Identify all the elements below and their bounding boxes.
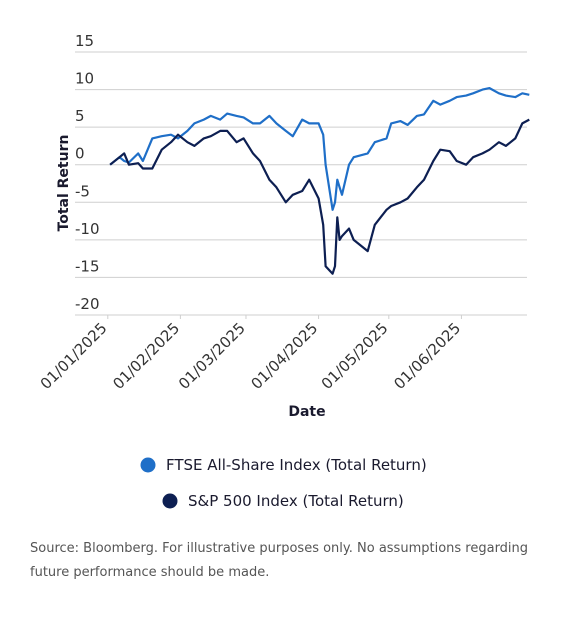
x-tick-label: 01/06/2025 bbox=[390, 319, 464, 393]
chart: Total Return Date -20 -15 -10 -5 0 5 10 15 01/01… bbox=[37, 32, 530, 510]
y-tick-label: 0 bbox=[75, 145, 85, 163]
x-tick-label: 01/03/2025 bbox=[175, 319, 249, 393]
y-tick-label: -15 bbox=[75, 257, 100, 275]
y-tick-label: -5 bbox=[75, 182, 90, 200]
series-line bbox=[109, 118, 530, 275]
legend-marker bbox=[162, 493, 178, 509]
x-tick-label: 01/04/2025 bbox=[248, 319, 322, 393]
y-tick-label: -10 bbox=[75, 220, 100, 238]
legend-label: FTSE All-Share Index (Total Return) bbox=[166, 456, 427, 474]
legend-label: S&P 500 Index (Total Return) bbox=[188, 492, 404, 510]
y-tick-label: -20 bbox=[75, 295, 100, 313]
y-axis-title: Total Return bbox=[56, 135, 72, 232]
source-note: Source: Bloomberg. For illustrative purp… bbox=[30, 541, 529, 580]
x-tick-label: 01/05/2025 bbox=[318, 319, 392, 393]
y-tick-label: 15 bbox=[75, 32, 94, 50]
x-tick-label: 01/01/2025 bbox=[37, 319, 111, 393]
y-tick-label: 10 bbox=[75, 70, 94, 88]
series-line bbox=[109, 87, 530, 211]
x-axis-title: Date bbox=[288, 404, 325, 420]
y-tick-label: 5 bbox=[75, 107, 85, 125]
legend-marker bbox=[140, 457, 156, 473]
x-tick-label: 01/02/2025 bbox=[109, 319, 183, 393]
